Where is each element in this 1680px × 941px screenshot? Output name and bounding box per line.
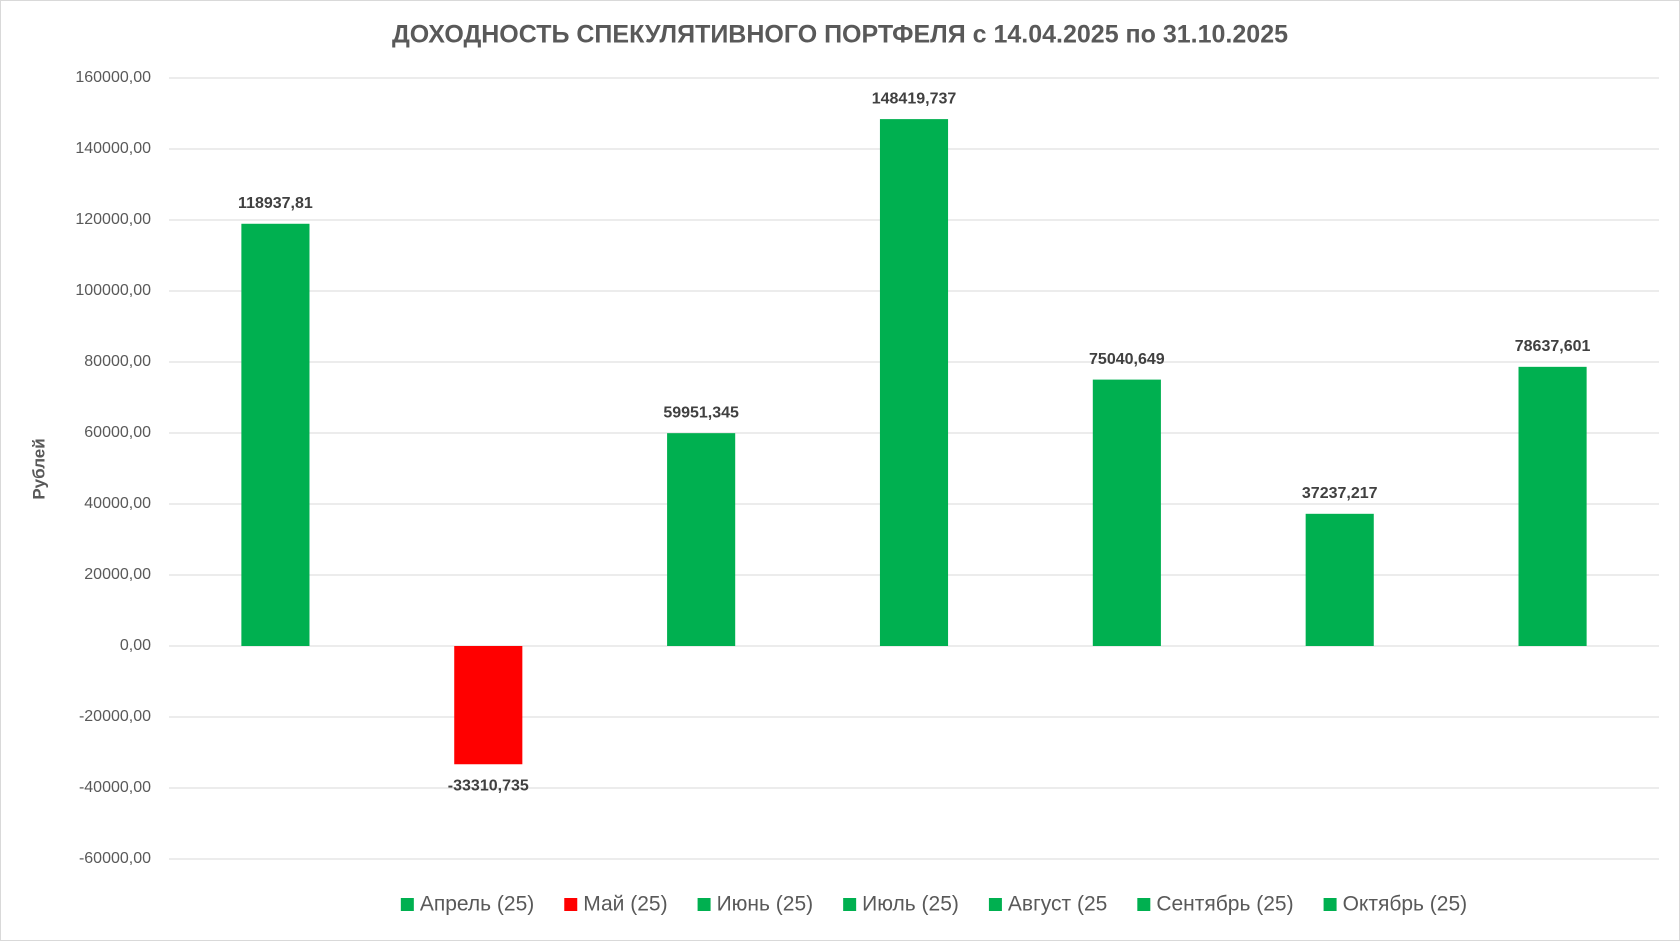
bar [1518,366,1587,646]
legend-label: Август (25 [1008,893,1107,916]
legend-label: Сентябрь (25) [1156,893,1293,916]
legend-marker [1137,898,1151,911]
y-tick-label: -40000,00 [79,779,151,796]
legend-marker [843,898,857,911]
bar [454,646,523,765]
legend-label: Июль (25) [862,893,959,916]
legend-marker [988,898,1002,911]
legend-label: Апрель (25) [420,893,534,916]
data-label: 37237,217 [1302,485,1378,502]
bar [879,119,949,647]
legend-marker [697,898,711,911]
y-tick-label: 100000,00 [75,282,151,299]
legend-label: Октябрь (25) [1343,893,1468,916]
data-label: -33310,735 [448,777,529,794]
bar [667,433,736,646]
y-tick-label: 0,00 [120,637,151,654]
legend-marker [564,898,578,911]
y-tick-label: 20000,00 [84,566,151,583]
data-label: 78637,601 [1515,338,1591,355]
bar [1305,513,1374,646]
legend-label: Июнь (25) [717,893,814,916]
y-tick-label: 160000,00 [75,69,151,86]
chart-title: ДОХОДНОСТЬ СПЕКУЛЯТИВНОГО ПОРТФЕЛЯ с 14.… [392,21,1288,49]
y-tick-label: 80000,00 [84,353,151,370]
y-tick-label: 40000,00 [84,495,151,512]
y-tick-label: 60000,00 [84,424,151,441]
y-tick-label: 140000,00 [75,140,151,157]
data-label: 118937,81 [238,195,313,212]
data-label: 59951,345 [663,404,739,421]
y-tick-label: -60000,00 [79,850,151,867]
y-axis-label: Рублей [29,438,48,499]
legend-marker [400,898,414,911]
data-label: 148419,737 [872,90,957,107]
bar [241,223,310,647]
legend-marker [1323,898,1337,911]
y-tick-label: -20000,00 [79,708,151,725]
legend-label: Май (25) [583,893,667,916]
y-tick-label: 120000,00 [75,211,151,228]
bar [1092,379,1161,646]
data-label: 75040,649 [1089,351,1165,368]
